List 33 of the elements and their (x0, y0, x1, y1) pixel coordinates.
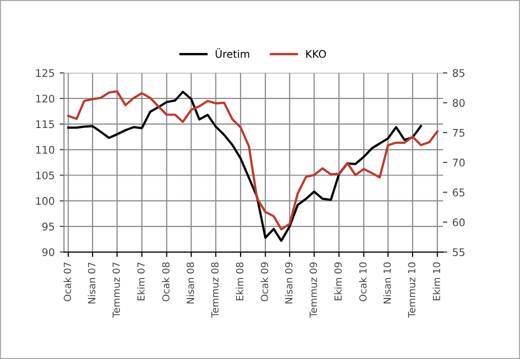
y2-tick-label: 55 (452, 248, 464, 256)
y2-tick-label: 60 (452, 218, 465, 226)
legend-label: KKO (306, 50, 326, 58)
x-tick-label: Ekim 08 (236, 262, 244, 300)
x-tick-label: Nisan 10 (383, 262, 391, 304)
x-tick-label: Ekim 09 (334, 262, 342, 300)
y-tick-label: 100 (36, 197, 54, 205)
y2-tick-label: 80 (452, 98, 465, 107)
y-tick-label: 95 (42, 222, 54, 231)
y2-tick-label: 70 (452, 158, 465, 167)
y-tick-label: 110 (36, 146, 54, 154)
y-tick-label: 125 (36, 69, 54, 77)
x-tick-label: Ocak 09 (260, 262, 268, 302)
x-tick-label: Temmuz 07 (112, 262, 120, 318)
x-tick-label: Temmuz 08 (211, 262, 219, 318)
y-tick-label: 105 (36, 171, 54, 180)
legend-label: Üretim (216, 48, 250, 58)
x-tick-label: Ekim 10 (432, 262, 440, 300)
y-tick-label: 120 (36, 94, 54, 103)
x-tick-label: Nisan 09 (284, 262, 292, 304)
x-tick-label: Ocak 07 (64, 262, 72, 302)
x-tick-label: Ocak 08 (162, 262, 170, 302)
x-tick-label: Ocak 10 (359, 262, 367, 302)
x-tick-label: Nisan 07 (88, 262, 96, 304)
y2-tick-label: 75 (452, 128, 464, 137)
x-tick-label: Temmuz 09 (310, 262, 317, 318)
y-tick-label: 90 (42, 248, 54, 256)
y2-tick-label: 65 (452, 188, 464, 196)
x-tick-label: Temmuz 10 (408, 262, 416, 318)
x-tick-label: Nisan 08 (186, 262, 194, 304)
y-tick-label: 115 (36, 120, 54, 128)
y2-tick-label: 85 (452, 69, 464, 77)
x-tick-label: Ekim 07 (137, 262, 145, 300)
